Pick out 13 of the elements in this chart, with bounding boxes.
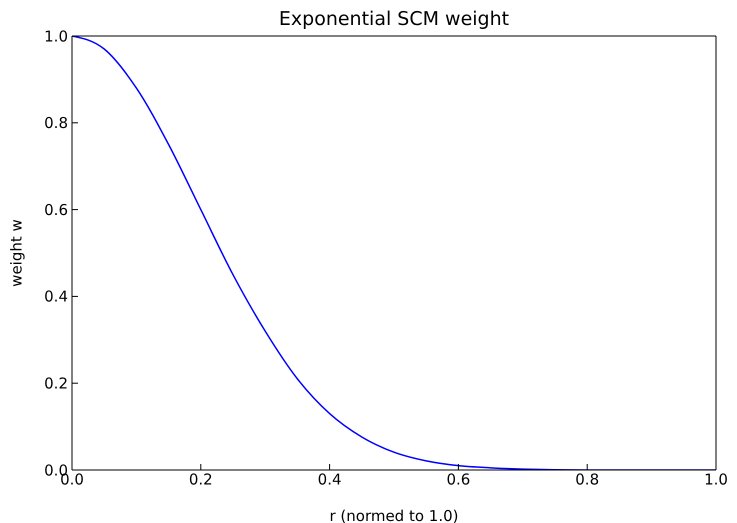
x-tick-label: 0.6 (446, 470, 470, 489)
chart-title: Exponential SCM weight (278, 8, 510, 30)
y-tick-label: 0.6 (44, 200, 68, 219)
y-tick-label: 0.4 (44, 288, 68, 306)
y-tick-label: 0.2 (44, 374, 68, 393)
x-tick-label: 0.2 (188, 470, 213, 489)
x-tick-label: 0.4 (318, 470, 342, 489)
x-tick-label: 1.0 (704, 470, 728, 489)
x-tick-label: 0.8 (575, 470, 600, 489)
x-axis-title: r (normed to 1.0) (329, 507, 459, 523)
y-tick-label: 0.8 (44, 114, 68, 132)
y-tick-label: 1.0 (44, 27, 68, 46)
y-axis-title: weight w (7, 219, 26, 287)
